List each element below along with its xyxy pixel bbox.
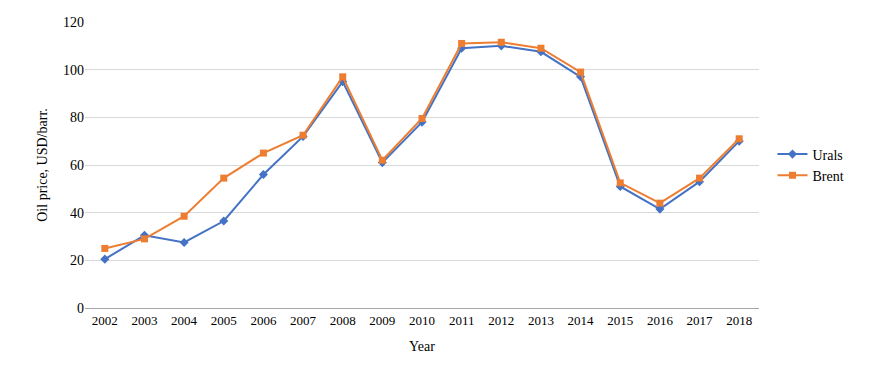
svg-text:Oil price, USD/barr.: Oil price, USD/barr. [35, 108, 50, 222]
svg-text:Brent: Brent [812, 169, 843, 184]
svg-text:2013: 2013 [528, 313, 554, 328]
svg-text:2017: 2017 [687, 313, 714, 328]
svg-text:2007: 2007 [290, 313, 317, 328]
svg-text:100: 100 [63, 63, 84, 78]
svg-text:2018: 2018 [726, 313, 752, 328]
svg-text:Year: Year [409, 339, 435, 354]
svg-text:2012: 2012 [488, 313, 514, 328]
svg-text:2015: 2015 [607, 313, 633, 328]
svg-text:60: 60 [70, 158, 84, 173]
svg-text:2005: 2005 [211, 313, 237, 328]
svg-text:2011: 2011 [449, 313, 475, 328]
svg-text:40: 40 [70, 206, 84, 221]
svg-text:80: 80 [70, 110, 84, 125]
svg-text:2004: 2004 [171, 313, 198, 328]
svg-text:2010: 2010 [409, 313, 435, 328]
svg-text:2009: 2009 [369, 313, 395, 328]
svg-text:2016: 2016 [647, 313, 674, 328]
svg-text:120: 120 [63, 15, 84, 30]
svg-text:Urals: Urals [812, 148, 842, 163]
svg-text:2008: 2008 [330, 313, 356, 328]
svg-text:2002: 2002 [92, 313, 118, 328]
svg-text:2003: 2003 [131, 313, 157, 328]
svg-text:2014: 2014 [568, 313, 595, 328]
svg-text:0: 0 [77, 301, 84, 316]
svg-text:2006: 2006 [250, 313, 277, 328]
svg-text:20: 20 [70, 253, 84, 268]
